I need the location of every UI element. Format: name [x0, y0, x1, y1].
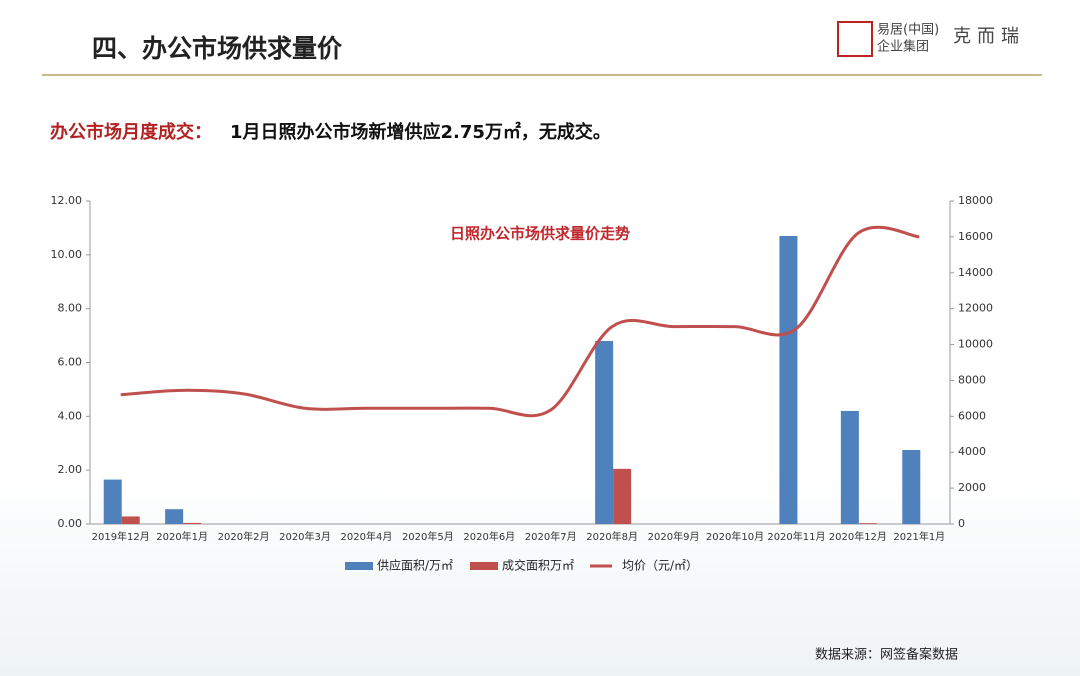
y-tick-label: 2.00: [58, 463, 83, 476]
x-tick-label: 2020年5月: [402, 530, 454, 543]
y2-tick-label: 16000: [958, 230, 993, 243]
slide-title: 四、办公市场供求量价: [92, 34, 343, 63]
x-tick-label: 2020年10月: [706, 530, 764, 543]
x-tick-label: 2020年8月: [586, 530, 638, 543]
x-tick-label: 2021年1月: [893, 530, 945, 543]
legend-label: 成交面积万㎡: [502, 558, 574, 573]
x-tick-label: 2020年1月: [156, 530, 208, 543]
bar: [779, 235, 798, 524]
x-tick-label: 2020年3月: [279, 530, 331, 543]
y2-tick-label: 12000: [958, 302, 993, 315]
y2-tick-label: 18000: [958, 194, 993, 207]
y2-tick-label: 14000: [958, 266, 993, 279]
y-tick-label: 6.00: [58, 356, 83, 369]
logo-brand: 克而瑞: [953, 26, 1025, 47]
price-line: [120, 225, 920, 418]
bar: [595, 340, 614, 524]
bar: [121, 516, 140, 524]
y2-tick-label: 2000: [958, 481, 986, 494]
bar: [840, 410, 859, 524]
source: 数据来源：网签备案数据: [815, 647, 958, 663]
x-tick-label: 2020年4月: [341, 530, 393, 543]
legend-swatch: [470, 562, 498, 570]
legend-swatch: [345, 562, 373, 570]
logo-seal: [837, 21, 873, 57]
x-tick-label: 2020年11月: [767, 530, 825, 543]
logo-text: 易居(中国): [877, 23, 939, 38]
subtitle-text: 1月日照办公市场新增供应2.75万㎡，无成交。: [230, 121, 611, 143]
bar: [103, 479, 122, 524]
logo-text: 企业集团: [877, 39, 929, 55]
legend-label: 均价（元/㎡）: [622, 559, 698, 573]
y-tick-label: 10.00: [51, 248, 83, 261]
x-tick-label: 2020年7月: [525, 530, 577, 543]
y-tick-label: 0.00: [58, 517, 83, 530]
y-tick-label: 12.00: [51, 194, 83, 207]
x-tick-label: 2020年2月: [218, 530, 270, 543]
x-tick-label: 2020年9月: [648, 530, 700, 543]
bar: [613, 468, 632, 524]
chart-title: 日照办公市场供求量价走势: [450, 225, 630, 243]
subtitle-lead: 办公市场月度成交：: [50, 121, 212, 143]
y-tick-label: 4.00: [58, 409, 83, 422]
bar: [183, 522, 202, 524]
bar: [858, 523, 877, 524]
bar: [165, 509, 184, 524]
y2-tick-label: 0: [958, 517, 965, 530]
x-tick-label: 2019年12月: [92, 530, 150, 543]
y-tick-label: 8.00: [58, 302, 83, 315]
y2-tick-label: 10000: [958, 338, 993, 351]
y2-tick-label: 8000: [958, 373, 986, 386]
bar: [902, 449, 921, 524]
x-tick-label: 2020年12月: [829, 530, 887, 543]
x-tick-label: 2020年6月: [463, 530, 515, 543]
y2-tick-label: 6000: [958, 409, 986, 422]
y2-tick-label: 4000: [958, 445, 986, 458]
legend-label: 供应面积/万㎡: [377, 558, 453, 573]
